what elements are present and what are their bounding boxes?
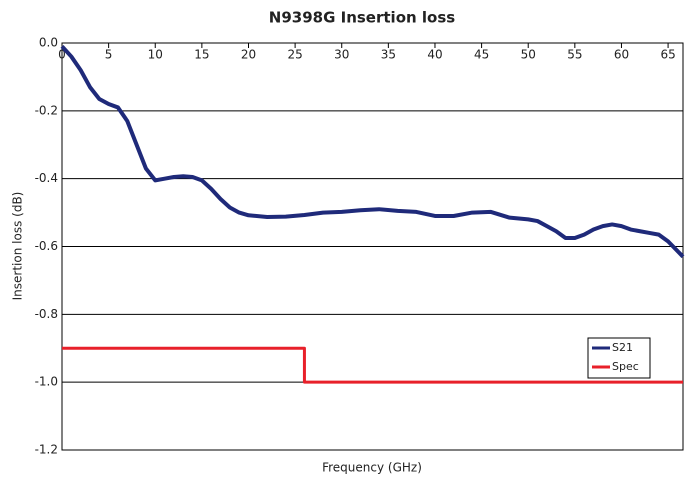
x-tick-label: 5 — [105, 48, 113, 62]
y-axis-label: Insertion loss (dB) — [11, 192, 25, 301]
y-tick-label: -0.8 — [35, 307, 58, 321]
x-tick-label: 25 — [287, 48, 302, 62]
legend-label: S21 — [612, 341, 633, 354]
y-tick-label: -0.2 — [35, 103, 58, 117]
x-tick-label: 0 — [58, 48, 66, 62]
x-tick-label: 30 — [334, 48, 349, 62]
x-tick-label: 65 — [660, 48, 675, 62]
x-tick-label: 55 — [567, 48, 582, 62]
x-tick-label: 20 — [241, 48, 256, 62]
x-tick-label: 35 — [381, 48, 396, 62]
legend — [587, 337, 651, 379]
x-tick-label: 40 — [427, 48, 442, 62]
y-tick-label: -0.6 — [35, 239, 58, 253]
chart-title: N9398G Insertion loss — [269, 9, 455, 27]
y-tick-label: 0.0 — [39, 36, 58, 50]
y-tick-label: -1.0 — [35, 375, 58, 389]
y-tick-label: -1.2 — [35, 443, 58, 457]
y-tick-label: -0.4 — [35, 171, 58, 185]
x-tick-label: 10 — [148, 48, 163, 62]
x-axis-label: Frequency (GHz) — [322, 461, 422, 475]
x-tick-label: 45 — [474, 48, 489, 62]
x-tick-label: 15 — [194, 48, 209, 62]
legend-label: Spec — [612, 360, 639, 373]
x-tick-label: 60 — [614, 48, 629, 62]
line — [62, 346, 683, 384]
x-tick-label: 50 — [521, 48, 536, 62]
line — [60, 45, 685, 259]
